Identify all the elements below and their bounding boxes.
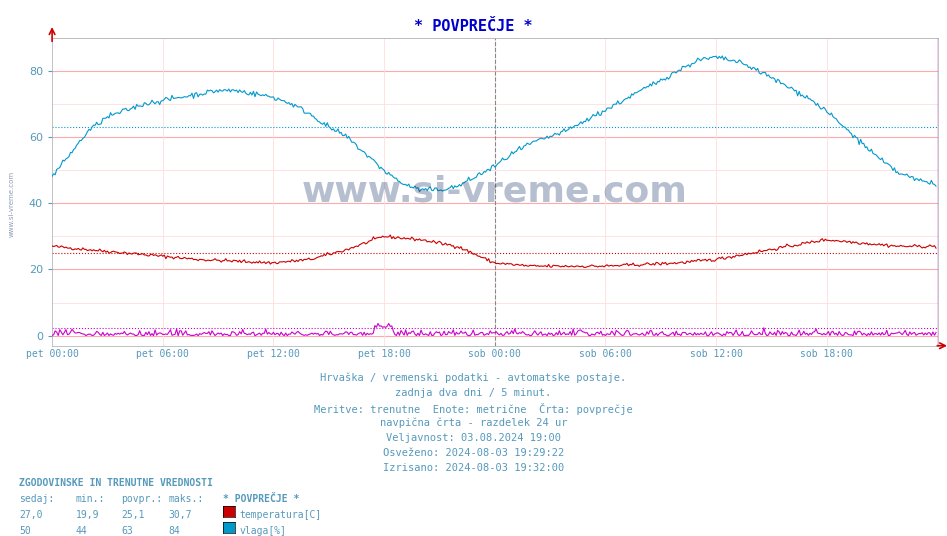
Text: 25,1: 25,1 xyxy=(121,510,145,520)
Text: www.si-vreme.com: www.si-vreme.com xyxy=(302,175,688,209)
Text: min.:: min.: xyxy=(76,494,105,504)
Text: Osveženo: 2024-08-03 19:29:22: Osveženo: 2024-08-03 19:29:22 xyxy=(383,448,564,458)
Text: www.si-vreme.com: www.si-vreme.com xyxy=(9,170,14,237)
Text: 50: 50 xyxy=(19,526,30,536)
Text: pet 18:00: pet 18:00 xyxy=(358,349,411,360)
Text: Izrisano: 2024-08-03 19:32:00: Izrisano: 2024-08-03 19:32:00 xyxy=(383,463,564,473)
Text: zadnja dva dni / 5 minut.: zadnja dva dni / 5 minut. xyxy=(396,388,551,398)
Text: 27,0: 27,0 xyxy=(19,510,43,520)
Text: sob 18:00: sob 18:00 xyxy=(800,349,853,360)
Text: * POVPREČJE *: * POVPREČJE * xyxy=(414,19,533,34)
Text: 30,7: 30,7 xyxy=(169,510,192,520)
Text: navpična črta - razdelek 24 ur: navpična črta - razdelek 24 ur xyxy=(380,418,567,428)
Text: maks.:: maks.: xyxy=(169,494,204,504)
Text: temperatura[C]: temperatura[C] xyxy=(240,510,322,520)
Text: Veljavnost: 03.08.2024 19:00: Veljavnost: 03.08.2024 19:00 xyxy=(386,433,561,443)
Text: 19,9: 19,9 xyxy=(76,510,99,520)
Text: 84: 84 xyxy=(169,526,180,536)
Text: 44: 44 xyxy=(76,526,87,536)
Text: Meritve: trenutne  Enote: metrične  Črta: povprečje: Meritve: trenutne Enote: metrične Črta: … xyxy=(314,403,633,414)
Text: pet 00:00: pet 00:00 xyxy=(26,349,79,360)
Text: sob 12:00: sob 12:00 xyxy=(689,349,742,360)
Text: Hrvaška / vremenski podatki - avtomatske postaje.: Hrvaška / vremenski podatki - avtomatske… xyxy=(320,373,627,383)
Text: * POVPREČJE *: * POVPREČJE * xyxy=(223,494,299,504)
Text: pet 12:00: pet 12:00 xyxy=(247,349,300,360)
Text: 63: 63 xyxy=(121,526,133,536)
Text: vlaga[%]: vlaga[%] xyxy=(240,526,287,536)
Text: pet 06:00: pet 06:00 xyxy=(136,349,189,360)
Text: ZGODOVINSKE IN TRENUTNE VREDNOSTI: ZGODOVINSKE IN TRENUTNE VREDNOSTI xyxy=(19,478,213,488)
Text: sob 00:00: sob 00:00 xyxy=(469,349,521,360)
Text: sob 06:00: sob 06:00 xyxy=(579,349,632,360)
Text: sedaj:: sedaj: xyxy=(19,494,54,504)
Text: povpr.:: povpr.: xyxy=(121,494,162,504)
